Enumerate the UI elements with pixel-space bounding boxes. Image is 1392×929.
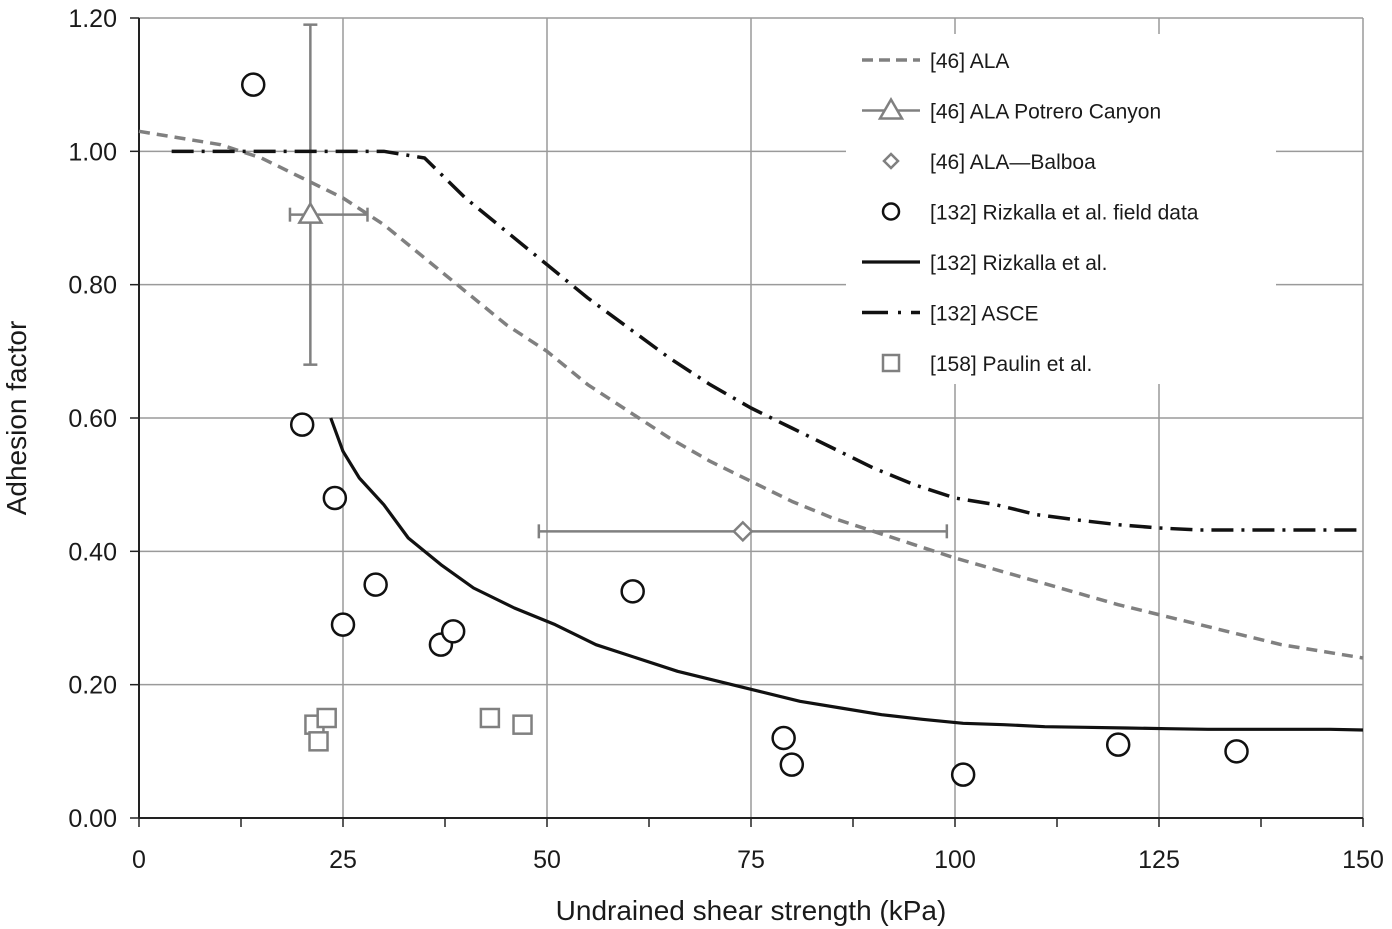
legend-label: [158] Paulin et al. [930, 353, 1092, 376]
axes [130, 17, 1364, 827]
legend-marker [882, 152, 900, 170]
data-point [322, 485, 348, 511]
data-point [1105, 732, 1131, 757]
y-tick-label: 0.00 [68, 805, 117, 833]
series-1 [288, 23, 369, 366]
legend-marker [877, 97, 905, 120]
legend-label: [132] Rizkalla et al. field data [930, 202, 1199, 225]
legend-entry: [46] ALA Potrero Canyon [862, 97, 1161, 124]
y-tick-label: 0.20 [68, 672, 117, 700]
series-line [171, 149, 1363, 532]
series-4 [329, 417, 1364, 732]
x-tick-label: 100 [934, 846, 976, 874]
legend-entry: [46] ALA [862, 50, 1009, 73]
x-tick-label: 25 [329, 846, 357, 874]
legend-entry: [46] ALA—Balboa [882, 151, 1096, 174]
data-point [308, 731, 329, 752]
data-point [620, 579, 645, 604]
data-point [363, 572, 388, 597]
series-0 [138, 129, 1364, 660]
data-point [316, 707, 337, 729]
data-point [950, 762, 976, 787]
x-tick-label: 150 [1342, 846, 1384, 874]
series-line [138, 129, 1364, 660]
legend-entry: [158] Paulin et al. [881, 353, 1092, 376]
data-point [1224, 739, 1249, 764]
legend-entry: [132] Rizkalla et al. field data [881, 202, 1199, 225]
legend-label: [132] ASCE [930, 303, 1039, 326]
x-tick-label: 0 [132, 846, 146, 874]
series-6 [304, 707, 533, 752]
y-tick-label: 0.60 [68, 405, 117, 433]
data-point [732, 520, 754, 543]
legend-marker [881, 353, 901, 373]
series-3 [240, 72, 1249, 787]
series-2 [537, 520, 949, 543]
data-point [771, 725, 796, 751]
data-point [289, 412, 315, 437]
data-point [297, 201, 324, 224]
tick-labels: 0 25 50 75 100 125 150 0.00 0.20 0.40 0.60 0.80 1.00… [68, 5, 1384, 874]
data-point [512, 714, 533, 735]
y-tick-label: 1.00 [68, 138, 117, 166]
data-point [440, 619, 466, 644]
x-tick-label: 75 [737, 846, 765, 874]
legend-background [846, 34, 1276, 384]
x-axis-title: Undrained shear strength (kPa) [556, 895, 947, 926]
data-point [240, 72, 266, 97]
y-tick-label: 0.80 [68, 272, 117, 300]
y-tick-label: 1.20 [68, 5, 117, 33]
legend-label: [46] ALA Potrero Canyon [930, 101, 1161, 124]
legend-label: [46] ALA—Balboa [930, 151, 1096, 174]
data-point [330, 612, 356, 637]
legend-label: [46] ALA [930, 50, 1009, 73]
legend: [46] ALA [46] ALA Potrero Canyon [46] ALA—… [862, 50, 1199, 376]
series-5 [171, 149, 1363, 532]
data-point [779, 752, 805, 777]
legend-entry: [132] ASCE [862, 303, 1039, 326]
x-tick-label: 50 [533, 846, 561, 874]
data-point [479, 707, 501, 729]
legend-entry: [132] Rizkalla et al. [862, 252, 1107, 275]
legend-label: [132] Rizkalla et al. [930, 252, 1107, 275]
plot-area [138, 23, 1364, 787]
y-tick-label: 0.40 [68, 538, 117, 566]
legend-marker [881, 202, 901, 221]
y-axis-title: Adhesion factor [1, 321, 32, 516]
series-line [329, 417, 1364, 732]
x-tick-label: 125 [1138, 846, 1180, 874]
